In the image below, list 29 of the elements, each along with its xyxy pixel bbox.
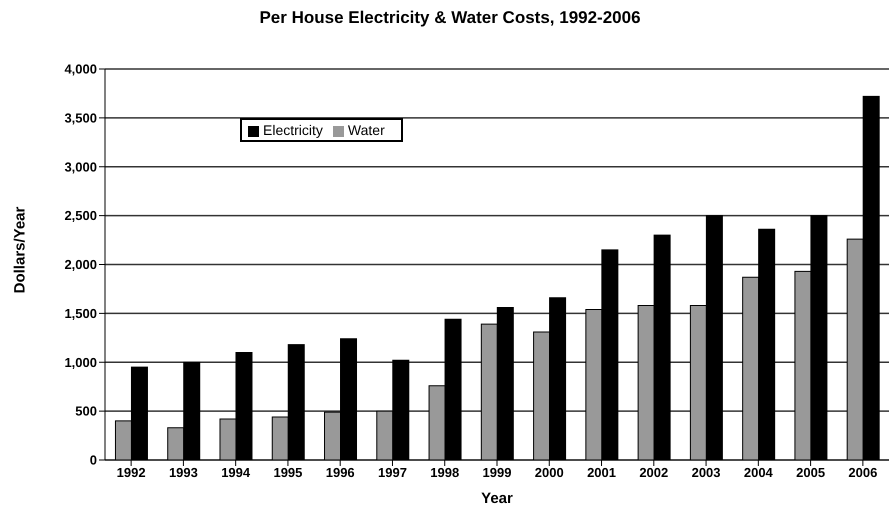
chart-title: Per House Electricity & Water Costs, 1992-2006 [258, 8, 642, 28]
x-tick-label: 1999 [482, 465, 512, 480]
x-tick-label: 2003 [692, 465, 721, 480]
y-tick-label: 4,000 [64, 62, 97, 77]
legend-label: Electricity [263, 122, 323, 138]
x-tick-label: 2004 [744, 465, 774, 480]
x-tick-label: 1995 [273, 465, 302, 480]
x-tick-label: 2002 [639, 465, 668, 480]
x-tick-label: 1993 [168, 465, 198, 480]
y-tick-label: 500 [75, 404, 97, 419]
y-tick-label: 1,500 [64, 306, 97, 321]
legend-label: Water [348, 122, 385, 138]
y-tick-label: 3,000 [64, 159, 97, 174]
x-tick-label: 2000 [534, 465, 564, 480]
x-tick-label: 1994 [221, 465, 251, 480]
x-tick-label: 2005 [796, 465, 826, 480]
x-tick-label: 1998 [430, 465, 460, 480]
y-tick-label: 1,000 [64, 354, 97, 370]
x-tick-label: 2006 [848, 465, 878, 480]
x-tick-label: 1996 [326, 465, 355, 480]
x-tick-label: 2001 [587, 465, 616, 480]
y-tick-label: 0 [90, 452, 97, 468]
x-tick-label: 1997 [378, 465, 407, 480]
y-tick-label: 2,500 [64, 208, 97, 224]
y-tick-label: 3,500 [64, 110, 97, 126]
y-tick-label: 2,000 [64, 257, 97, 272]
x-axis-title: Year [480, 490, 514, 507]
y-axis-title: Dollars/Year [12, 206, 28, 294]
x-tick-label: 1992 [116, 465, 146, 480]
